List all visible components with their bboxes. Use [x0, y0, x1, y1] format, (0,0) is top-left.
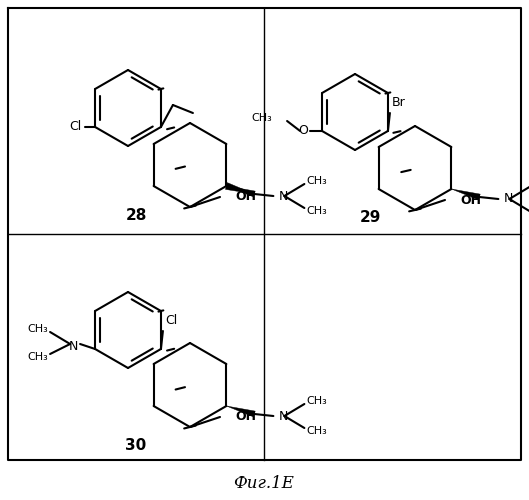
- Text: CH₃: CH₃: [251, 113, 272, 123]
- Text: CH₃: CH₃: [306, 206, 327, 216]
- Text: CH₃: CH₃: [306, 396, 327, 406]
- Text: Cl: Cl: [69, 120, 81, 134]
- Text: OH: OH: [235, 190, 256, 203]
- Text: CH₃: CH₃: [28, 324, 48, 334]
- Text: N: N: [504, 192, 513, 205]
- Text: Фиг.1E: Фиг.1E: [234, 474, 295, 492]
- Text: N: N: [69, 340, 78, 352]
- Text: CH₃: CH₃: [306, 426, 327, 436]
- Polygon shape: [226, 406, 255, 417]
- Text: O: O: [298, 124, 308, 138]
- Polygon shape: [225, 182, 254, 194]
- Text: OH: OH: [235, 410, 256, 424]
- Text: CH₃: CH₃: [28, 352, 48, 362]
- Polygon shape: [451, 189, 480, 200]
- Text: 30: 30: [125, 438, 147, 452]
- Text: Br: Br: [392, 96, 406, 110]
- Text: N: N: [278, 410, 288, 422]
- Text: Cl: Cl: [165, 314, 177, 328]
- Text: OH: OH: [460, 194, 481, 206]
- Text: 28: 28: [125, 208, 147, 222]
- Polygon shape: [226, 186, 255, 197]
- Text: N: N: [278, 190, 288, 202]
- Text: 29: 29: [359, 210, 381, 226]
- Text: CH₃: CH₃: [306, 176, 327, 186]
